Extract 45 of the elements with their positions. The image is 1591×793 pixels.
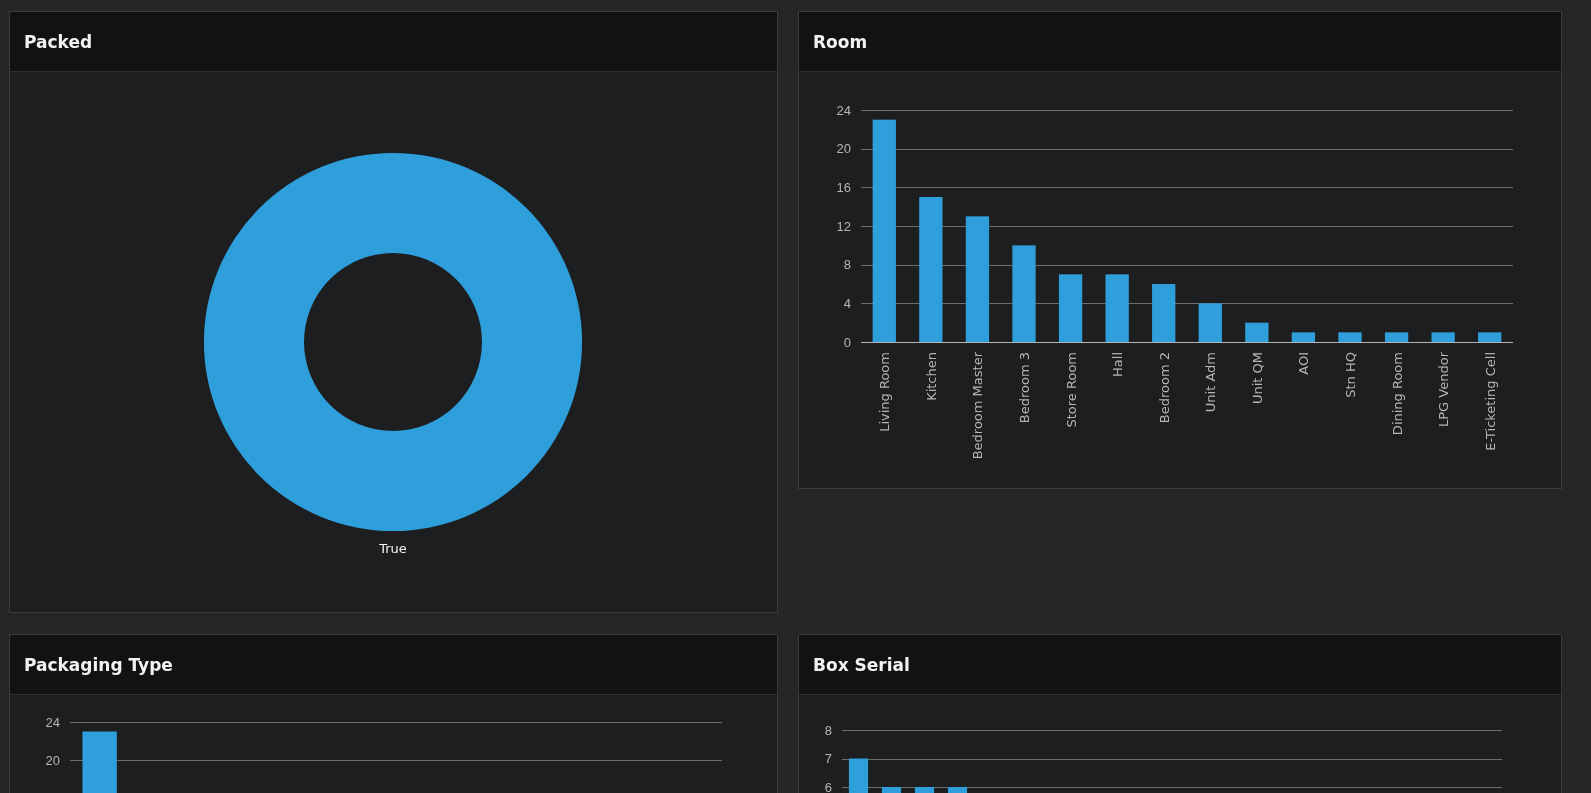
y-tick-label: 20	[45, 752, 60, 768]
x-tick-label: E-Ticketing Cell	[1482, 352, 1498, 451]
bar	[1105, 274, 1129, 342]
bar	[1012, 245, 1036, 342]
x-tick-label: Hall	[1110, 352, 1126, 377]
text: Packed	[24, 32, 93, 52]
y-tick-label: 8	[824, 722, 832, 738]
x-tick-label: LPG Vendor	[1436, 351, 1452, 427]
bar	[1245, 322, 1269, 342]
chart-title: Box Serial	[813, 655, 910, 675]
bar	[1198, 303, 1222, 342]
y-tick-label: 0	[843, 334, 851, 350]
bar	[1291, 332, 1316, 342]
y-tick-label: 4	[843, 295, 851, 311]
x-tick-label: Stn HQ	[1343, 352, 1358, 398]
y-tick-label: 20	[836, 141, 851, 157]
y-tick-label: 24	[836, 102, 851, 118]
bar	[1338, 332, 1362, 342]
y-tick-label: 12	[836, 218, 851, 234]
x-tick-label: Dining Room	[1389, 352, 1405, 436]
x-tick-label: Store Room	[1063, 352, 1079, 428]
bar	[965, 216, 990, 342]
bar	[872, 119, 896, 342]
x-tick-label: Bedroom 3	[1017, 352, 1032, 424]
bar	[1478, 332, 1502, 342]
x-tick-label: Bedroom Master	[970, 351, 986, 460]
x-tick-label: Kitchen	[923, 352, 939, 401]
bar	[1058, 274, 1083, 342]
x-tick-label: Living Room	[877, 352, 893, 432]
y-tick-label: 16	[836, 179, 851, 195]
chart-title: Packaging Type	[24, 655, 173, 675]
y-tick-label: 24	[45, 714, 60, 730]
x-tick-label: AOI	[1296, 352, 1312, 375]
y-tick-label: 8	[843, 257, 851, 273]
y-tick-label: 7	[824, 751, 832, 767]
x-tick-label: Bedroom 2	[1156, 352, 1172, 424]
bar	[919, 197, 943, 342]
slice-label: True	[378, 541, 407, 556]
x-tick-label: Unit QM	[1249, 352, 1265, 405]
bar	[1384, 332, 1409, 342]
chart-title: Room	[813, 32, 868, 52]
y-tick-label: 6	[824, 779, 832, 793]
bar	[1152, 284, 1176, 342]
bar	[1431, 332, 1455, 342]
x-tick-label: Unit Adm	[1203, 352, 1219, 413]
